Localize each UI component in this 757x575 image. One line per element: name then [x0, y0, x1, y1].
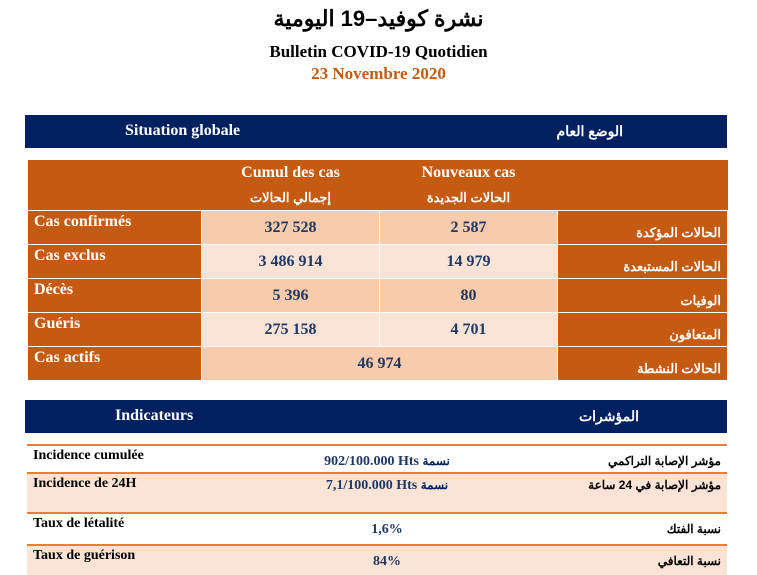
table-row: Taux de létalité 1,6% نسبة الفتك [27, 512, 727, 545]
cumul-value: 5 396 [201, 278, 380, 313]
cumul-value: 3 486 914 [201, 244, 380, 279]
row-label-ar: المتعافون [557, 312, 728, 347]
table-row: Cas actifs 46 974 الحالات النشطة [27, 346, 728, 381]
row-label-fr: Cas actifs [27, 346, 202, 381]
indicators-title-ar: المؤشرات [578, 408, 639, 424]
active-value: 46 974 [201, 346, 558, 381]
indicator-value: 902/100.000 Hts [324, 454, 419, 469]
new-value: 2 587 [379, 210, 558, 245]
indicators-title-fr: Indicateurs [115, 407, 194, 424]
new-value: 4 701 [379, 312, 558, 347]
row-label-fr: Cas exclus [27, 244, 202, 279]
indicator-unit-ar: نسمة [422, 454, 450, 468]
table-row: Décès 5 396 80 الوفيات [27, 278, 728, 313]
col-cumul-fr: Cumul des cas [201, 160, 380, 185]
indicator-label-ar: مؤشر الإصابة في 24 ساعة [517, 472, 727, 513]
indicators-header: Indicateurs المؤشرات [25, 400, 727, 433]
indicator-label-fr: Incidence de 24H [27, 472, 257, 513]
row-label-ar: الحالات المؤكدة [557, 210, 728, 245]
row-label-ar: الحالات النشطة [557, 346, 728, 381]
col-new-ar: الحالات الجديدة [379, 185, 558, 211]
table-row: Guéris 275 158 4 701 المتعافون [27, 312, 728, 347]
col-cumul-ar: إجمالي الحالات [201, 185, 380, 211]
indicator-label-ar: مؤشر الإصابة التراكمي [517, 444, 727, 473]
cumul-value: 327 528 [201, 210, 380, 245]
situation-header: Situation globale الوضع العام [25, 115, 727, 148]
new-value: 80 [379, 278, 558, 313]
indicator-label-fr: Incidence cumulée [27, 444, 257, 473]
table-row: Incidence de 24H 7,1/100.000 Hts نسمة مؤشر… [27, 472, 727, 513]
table-row: Incidence cumulée 902/100.000 Hts نسمة مؤش… [27, 444, 727, 473]
title-french: Bulletin COVID-19 Quotidien [269, 42, 488, 61]
new-value: 14 979 [379, 244, 558, 279]
table-row: Cas exclus 3 486 914 14 979 الحالات المستبع… [27, 244, 728, 279]
indicator-label-ar: نسبة التعافي [517, 544, 727, 575]
col-new-fr: Nouveaux cas [379, 160, 558, 185]
indicator-label-fr: Taux de létalité [27, 512, 257, 545]
cumul-value: 275 158 [201, 312, 380, 347]
situation-table: Cumul des cas Nouveaux cas إجمالي الحالات… [27, 160, 728, 381]
indicator-value: 1,6% [257, 512, 517, 545]
bulletin-date: 23 Novembre 2020 [311, 64, 446, 83]
indicator-unit-ar: نسمة [420, 478, 449, 492]
indicator-label-ar: نسبة الفتك [517, 512, 727, 545]
row-label-fr: Guéris [27, 312, 202, 347]
indicator-label-fr: Taux de guérison [27, 544, 257, 575]
situation-title-fr: Situation globale [125, 122, 241, 139]
situation-title-ar: الوضع العام [556, 123, 623, 139]
row-label-ar: الوفيات [557, 278, 728, 313]
table-row: Cas confirmés 327 528 2 587 الحالات المؤكدة [27, 210, 728, 245]
row-label-ar: الحالات المستبعدة [557, 244, 728, 279]
indicator-value: 7,1/100.000 Hts [325, 478, 418, 493]
indicator-value: 84% [257, 544, 517, 575]
row-label-fr: Décès [27, 278, 202, 313]
title-arabic: نشرة كوفيد–19 اليومية [273, 6, 484, 31]
row-label-fr: Cas confirmés [27, 210, 202, 245]
table-row: Taux de guérison 84% نسبة التعافي [27, 544, 727, 575]
indicators-table: Incidence cumulée 902/100.000 Hts نسمة مؤش… [27, 444, 727, 575]
